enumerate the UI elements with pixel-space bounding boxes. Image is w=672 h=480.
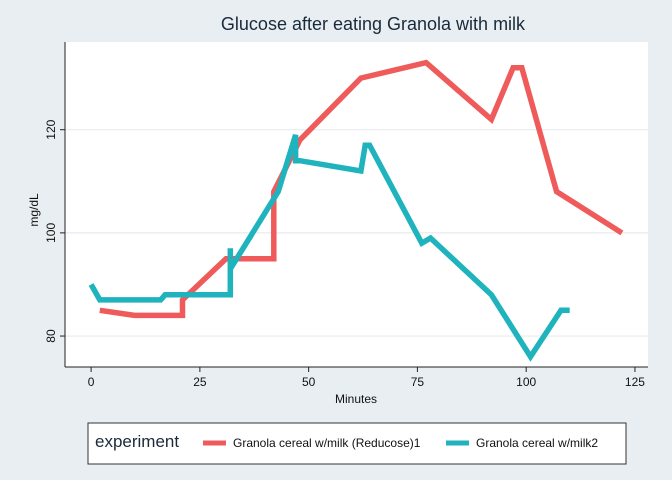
legend-label-series-1: Granola cereal w/milk (Reducose)1	[233, 436, 421, 450]
x-tick-label: 125	[625, 375, 645, 389]
series-lines	[88, 59, 624, 362]
legend-title: experiment	[95, 432, 179, 451]
axes: 80 100 120 0 25 50 75 100 125	[44, 42, 648, 389]
legend-label-series-2: Granola cereal w/milk2	[476, 436, 598, 450]
legend-box	[87, 422, 627, 465]
series-line-2	[88, 134, 570, 362]
legend: experiment Granola cereal w/milk (Reduco…	[87, 422, 627, 465]
gridlines	[65, 129, 648, 337]
x-tick-label: 50	[302, 375, 316, 389]
y-tick-label: 100	[44, 223, 58, 243]
y-tick-label: 80	[44, 329, 58, 343]
y-tick-label: 120	[44, 119, 58, 139]
x-tick-label: 25	[193, 375, 207, 389]
x-axis-label: Minutes	[335, 392, 377, 406]
plot-area	[65, 42, 648, 367]
chart-title: Glucose after eating Granola with milk	[221, 14, 526, 34]
x-tick-label: 75	[411, 375, 425, 389]
x-tick-label: 100	[516, 375, 536, 389]
x-tick-label: 0	[88, 375, 95, 389]
y-axis-label: mg/dL	[27, 193, 41, 227]
